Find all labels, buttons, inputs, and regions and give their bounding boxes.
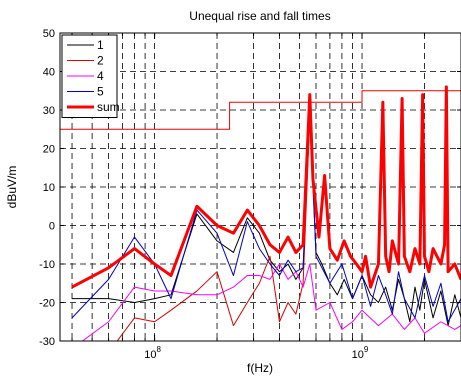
legend-label-2: 2 <box>97 54 104 68</box>
y-tick-label: 10 <box>43 182 55 194</box>
series-line-4 <box>81 263 461 341</box>
y-tick-label: 40 <box>43 67 55 79</box>
y-tick-label: 0 <box>49 221 55 233</box>
y-tick-label: 20 <box>43 144 55 156</box>
y-axis-label: dBuV/m <box>5 166 19 209</box>
legend-label-4: 4 <box>97 69 104 83</box>
y-tick-label: 30 <box>43 105 55 117</box>
limit-line-path <box>60 90 461 130</box>
series-line-sum <box>71 85 461 289</box>
x-axis-label: f(Hz) <box>247 361 273 375</box>
x-tick-label: 108 <box>144 345 161 361</box>
x-tick-label: 109 <box>352 345 369 361</box>
chart-title: Unequal rise and fall times <box>189 9 330 23</box>
series-group <box>71 85 461 341</box>
y-tick-label: -20 <box>39 298 55 310</box>
y-tick-label: -30 <box>39 336 55 348</box>
series-line-5 <box>71 101 461 323</box>
series-line-1 <box>72 117 461 327</box>
legend-label-5: 5 <box>97 85 104 99</box>
y-axis-ticks: -30 -20 -10 0 10 20 30 40 50 <box>39 28 461 348</box>
y-tick-label: -10 <box>39 259 55 271</box>
y-tick-label: 50 <box>43 28 55 40</box>
legend-label-1: 1 <box>97 38 104 52</box>
limit-line <box>60 90 461 130</box>
series-line-2 <box>116 117 311 341</box>
legend-label-sum: sum <box>97 100 120 114</box>
